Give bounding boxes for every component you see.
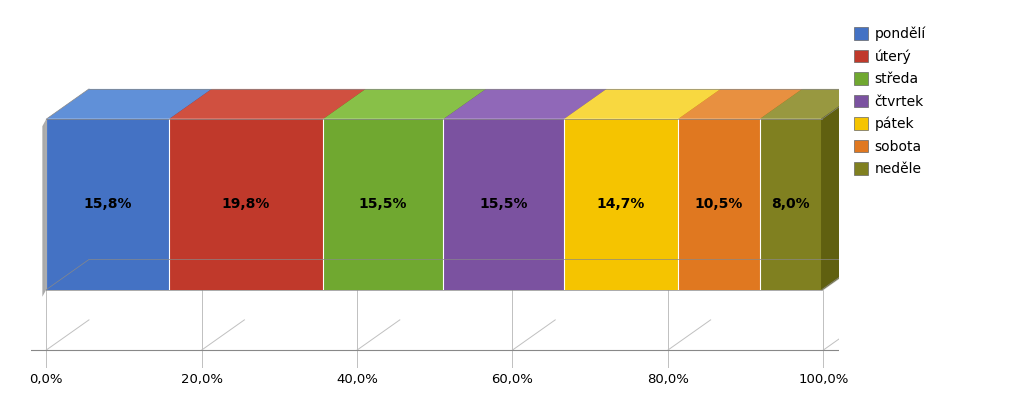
Polygon shape [42, 119, 46, 297]
Polygon shape [323, 119, 443, 290]
Polygon shape [678, 119, 760, 290]
Text: 15,5%: 15,5% [359, 197, 407, 212]
Text: 19,8%: 19,8% [222, 197, 270, 212]
Polygon shape [365, 89, 486, 260]
Polygon shape [721, 89, 802, 260]
Polygon shape [46, 89, 212, 119]
Polygon shape [802, 89, 864, 260]
Polygon shape [607, 89, 721, 260]
Polygon shape [443, 119, 564, 290]
Polygon shape [443, 89, 607, 119]
Polygon shape [46, 119, 169, 290]
Polygon shape [323, 89, 486, 119]
Polygon shape [564, 119, 678, 290]
Polygon shape [169, 119, 323, 290]
Polygon shape [760, 119, 821, 290]
Polygon shape [678, 89, 802, 119]
Polygon shape [486, 89, 607, 260]
Text: 8,0%: 8,0% [771, 197, 810, 212]
Text: 15,8%: 15,8% [83, 197, 132, 212]
Polygon shape [821, 89, 864, 290]
Polygon shape [89, 89, 212, 260]
Legend: pondělí, úterý, středa, čtvrtek, pátek, sobota, neděle: pondělí, úterý, středa, čtvrtek, pátek, … [854, 27, 926, 176]
Polygon shape [760, 89, 864, 119]
Polygon shape [169, 89, 365, 119]
Polygon shape [212, 89, 365, 260]
Text: 15,5%: 15,5% [480, 197, 528, 212]
Polygon shape [564, 89, 721, 119]
Text: 10,5%: 10,5% [695, 197, 743, 212]
Text: 14,7%: 14,7% [596, 197, 646, 212]
